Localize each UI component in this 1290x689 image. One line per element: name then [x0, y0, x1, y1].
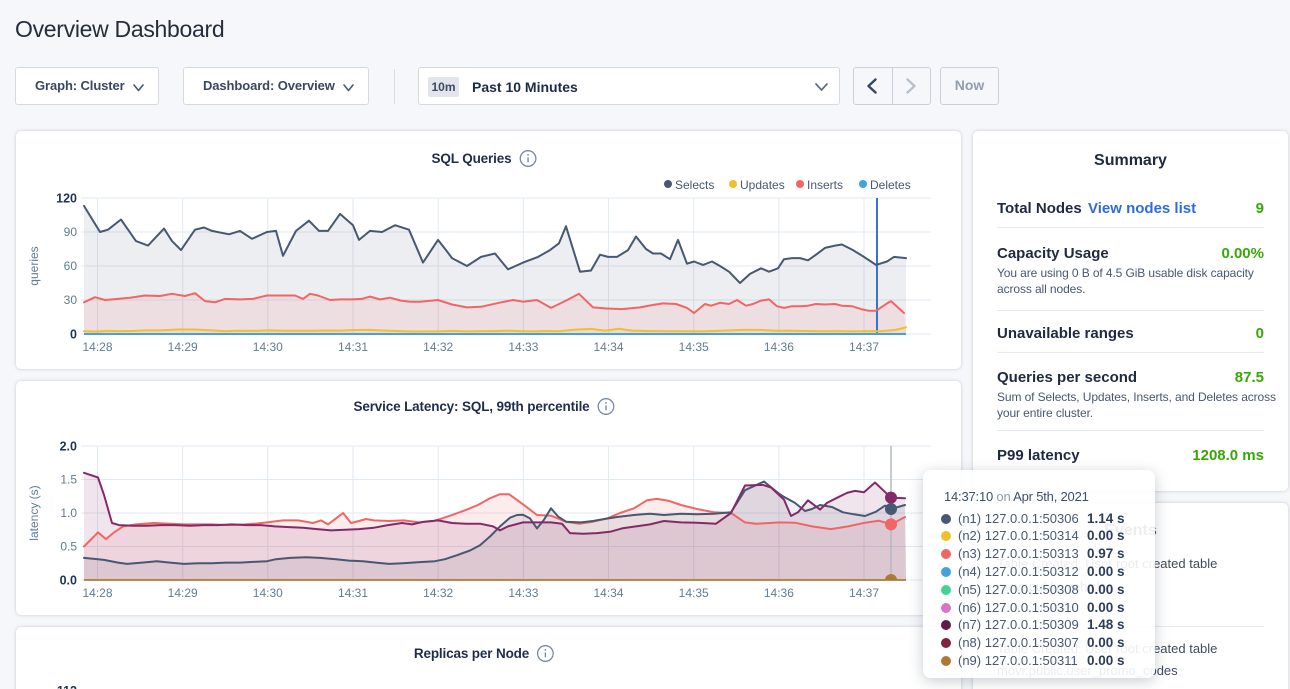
svg-text:14:28: 14:28 — [82, 586, 112, 600]
svg-text:14:36: 14:36 — [764, 586, 794, 600]
svg-text:0.0: 0.0 — [60, 574, 77, 588]
svg-text:1.0: 1.0 — [60, 506, 77, 520]
svg-text:14:37: 14:37 — [849, 340, 879, 354]
svg-text:14:31: 14:31 — [338, 586, 368, 600]
svg-text:14:29: 14:29 — [168, 340, 198, 354]
svg-text:14:33: 14:33 — [508, 340, 538, 354]
svg-text:14:35: 14:35 — [679, 586, 709, 600]
svg-text:latency (s): latency (s) — [27, 485, 41, 540]
svg-text:queries: queries — [27, 246, 41, 285]
svg-text:14:30: 14:30 — [253, 340, 283, 354]
svg-text:0.5: 0.5 — [60, 540, 77, 554]
svg-text:14:34: 14:34 — [593, 586, 623, 600]
svg-text:14:29: 14:29 — [168, 586, 198, 600]
svg-text:90: 90 — [64, 225, 78, 239]
svg-text:14:30: 14:30 — [253, 586, 283, 600]
svg-text:120: 120 — [56, 192, 77, 206]
svg-text:14:31: 14:31 — [338, 340, 368, 354]
svg-text:14:32: 14:32 — [423, 340, 453, 354]
svg-text:14:33: 14:33 — [508, 586, 538, 600]
svg-text:30: 30 — [64, 293, 78, 307]
svg-text:1.5: 1.5 — [60, 473, 77, 487]
svg-text:14:36: 14:36 — [764, 340, 794, 354]
svg-text:14:28: 14:28 — [82, 340, 112, 354]
svg-text:14:32: 14:32 — [423, 586, 453, 600]
svg-text:2.0: 2.0 — [60, 440, 77, 454]
svg-text:14:37: 14:37 — [849, 586, 879, 600]
svg-text:14:34: 14:34 — [593, 340, 623, 354]
svg-text:14:35: 14:35 — [679, 340, 709, 354]
svg-text:0: 0 — [70, 328, 77, 342]
svg-text:60: 60 — [64, 259, 78, 273]
